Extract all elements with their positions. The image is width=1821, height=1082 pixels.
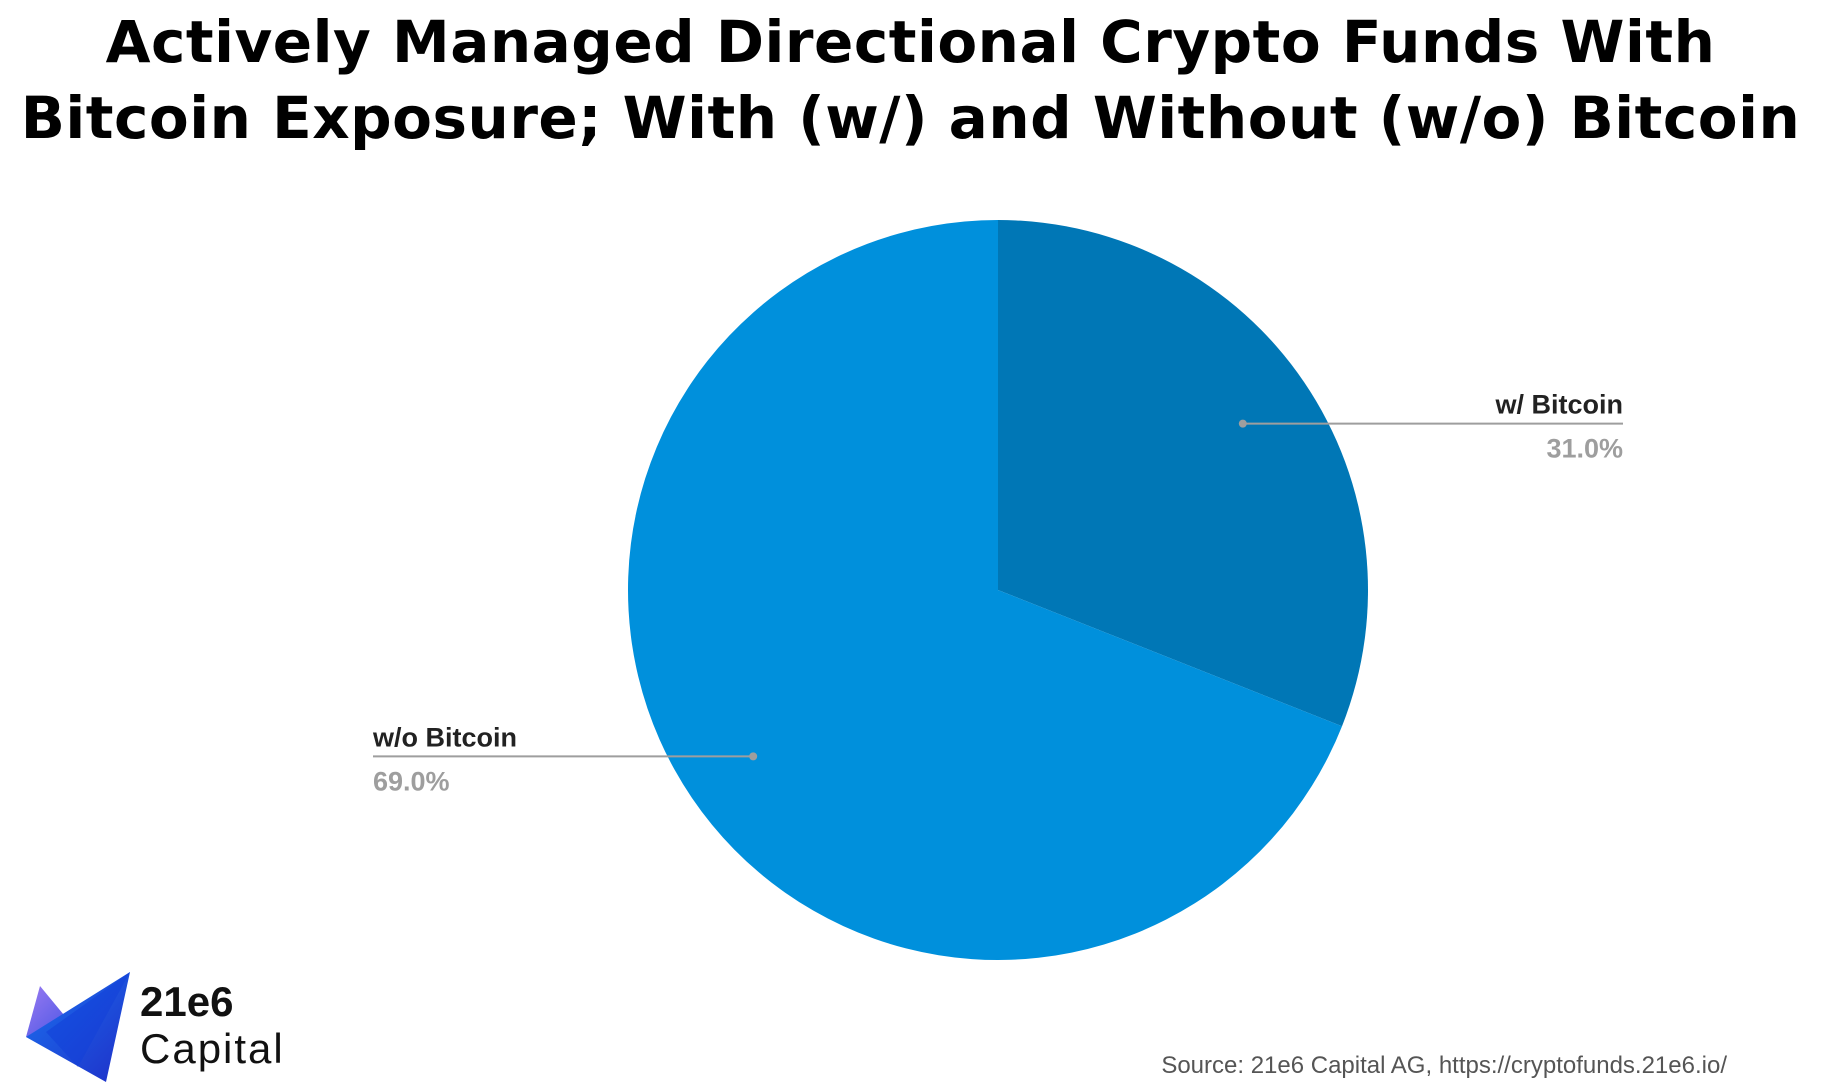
slice-label-w-bitcoin: w/ Bitcoin (1495, 390, 1624, 420)
chart-title: Actively Managed Directional Crypto Fund… (0, 4, 1821, 156)
pie-slice-w-o-bitcoin (628, 220, 1343, 961)
leader-dot-w-bitcoin (1238, 419, 1247, 428)
slice-value-w-o-bitcoin: 69.0% (373, 766, 450, 796)
leader-dot-w-o-bitcoin (749, 752, 758, 761)
logo-text-capital: Capital (140, 1025, 285, 1072)
logo-text-21e6: 21e6 (140, 978, 234, 1025)
21e6-capital-logo-icon (26, 972, 130, 1082)
pie-slice-w-bitcoin (998, 220, 1369, 727)
chart-title-line-2: Bitcoin Exposure; With (w/) and Without … (20, 84, 1801, 152)
slice-label-w-o-bitcoin: w/o Bitcoin (372, 722, 517, 752)
slice-value-w-bitcoin: 31.0% (1546, 434, 1623, 464)
chart-title-line-1: Actively Managed Directional Crypto Fund… (105, 8, 1716, 76)
source-note: Source: 21e6 Capital AG, https://cryptof… (1161, 1052, 1727, 1079)
